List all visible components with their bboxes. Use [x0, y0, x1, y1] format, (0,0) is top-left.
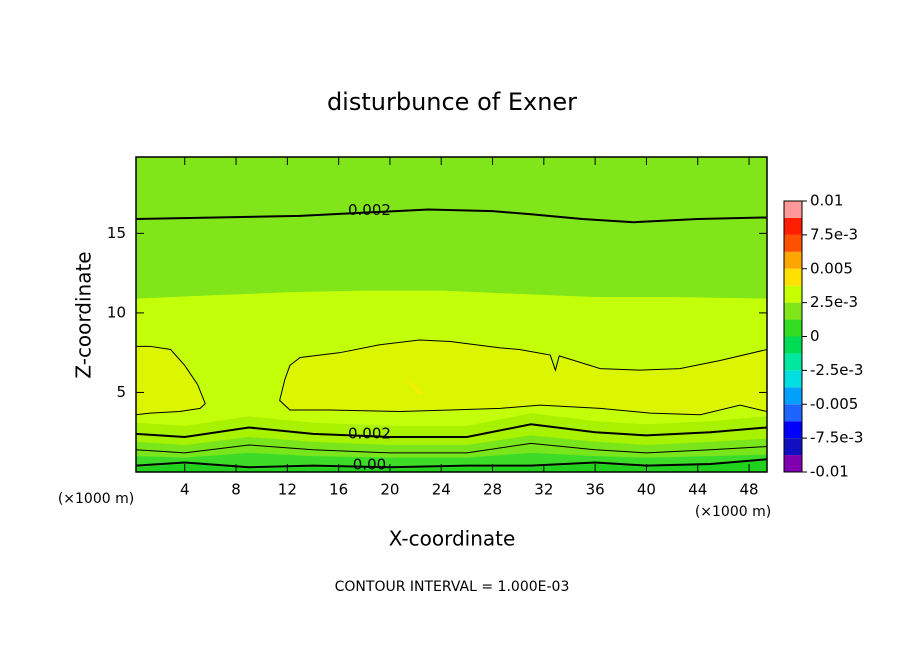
colorbar-band — [784, 302, 802, 320]
colorbar-band — [784, 336, 802, 354]
colorbar-tick-label: 0.005 — [810, 259, 853, 277]
y-unit-label: (×1000 m) — [58, 491, 134, 507]
filled-region — [136, 345, 206, 416]
x-tick-label: 32 — [534, 481, 553, 499]
colorbar-tick-label: -0.005 — [810, 395, 858, 413]
colorbar-band — [784, 268, 802, 286]
colorbar-band — [784, 234, 802, 252]
x-tick-label: 36 — [586, 481, 605, 499]
x-tick-label: 40 — [637, 481, 656, 499]
plot-frame — [135, 156, 768, 473]
x-tick-label: 28 — [483, 481, 502, 499]
x-tick-label: 48 — [739, 481, 758, 499]
x-tick-label: 44 — [688, 481, 707, 499]
colorbar-band — [784, 370, 802, 388]
colorbar: -0.01 -7.5e-3 -0.005 -2.5e-3 0 2.5e-3 0.005 7.5… — [783, 192, 863, 481]
colorbar-tick-label: -0.01 — [810, 463, 849, 481]
colorbar-tick-label: -2.5e-3 — [810, 361, 863, 379]
x-tick-label: 20 — [380, 481, 399, 499]
colorbar-band — [784, 455, 802, 472]
colorbar-tick-label: 0.01 — [810, 192, 843, 210]
y-tick-label: 15 — [107, 224, 126, 242]
x-tick-label: 12 — [278, 481, 297, 499]
contour-line — [136, 442, 767, 454]
filled-region — [405, 378, 425, 396]
colorbar-band — [784, 217, 802, 235]
x-tick-label: 24 — [432, 481, 451, 499]
colorbar-band — [784, 251, 802, 269]
colorbar-band — [784, 387, 802, 405]
chart-title: disturbunce of Exner — [327, 88, 577, 116]
y-tick-label: 10 — [107, 303, 126, 321]
x-tick-label: 16 — [329, 481, 348, 499]
plot-area: 0.002 0.002 0.00 — [136, 157, 767, 473]
colorbar-band — [784, 353, 802, 371]
contour-line — [136, 208, 767, 224]
filled-region — [136, 460, 767, 472]
colorbar-band — [784, 421, 802, 439]
contour-label: 0.002 — [348, 201, 391, 219]
contour-line — [136, 423, 767, 439]
contour-label: 0.002 — [348, 425, 391, 443]
y-axis-label: Z-coordinate — [72, 251, 96, 378]
colorbar-band — [784, 201, 802, 218]
colorbar-band — [784, 285, 802, 303]
colorbar-tick-label: 0 — [810, 327, 820, 345]
x-tick-label: 8 — [231, 481, 241, 499]
contour-label: 0.00 — [353, 455, 386, 473]
colorbar-band — [784, 404, 802, 422]
x-axis-label: X-coordinate — [389, 527, 516, 551]
footnote: CONTOUR INTERVAL = 1.000E-03 — [335, 579, 570, 595]
x-tick-label: 4 — [180, 481, 190, 499]
colorbar-tick-label: 2.5e-3 — [810, 293, 858, 311]
contour-line — [136, 458, 767, 469]
filled-region — [279, 339, 767, 416]
colorbar-band — [784, 319, 802, 337]
x-unit-label: (×1000 m) — [695, 504, 771, 520]
colorbar-tick-label: 7.5e-3 — [810, 225, 858, 243]
colorbar-tick-label: -7.5e-3 — [810, 429, 863, 447]
y-tick-label: 5 — [116, 383, 126, 401]
colorbar-band — [784, 438, 802, 456]
